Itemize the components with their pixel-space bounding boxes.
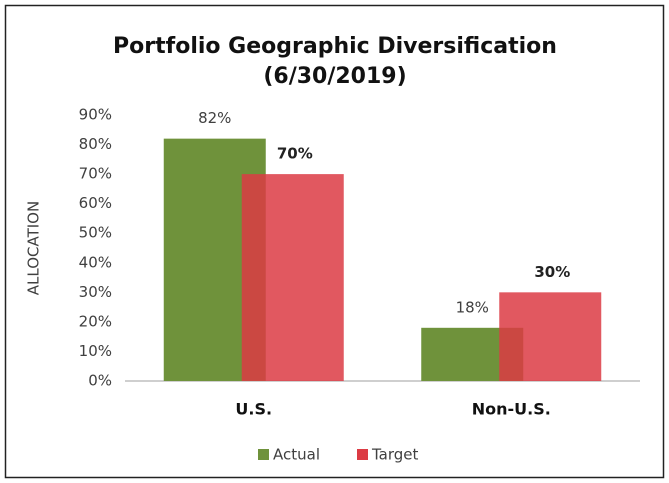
- legend-label: Target: [371, 446, 419, 464]
- legend-label: Actual: [273, 446, 320, 464]
- chart-title: (6/30/2019): [263, 64, 406, 89]
- y-tick-label: 30%: [79, 283, 112, 301]
- x-tick-label: Non-U.S.: [472, 400, 551, 419]
- chart-title: Portfolio Geographic Diversification: [113, 34, 557, 59]
- y-tick-label: 0%: [88, 372, 112, 390]
- data-label: 30%: [534, 263, 570, 281]
- legend-swatch: [258, 449, 269, 460]
- y-tick-label: 90%: [79, 106, 112, 124]
- y-axis-label: ALLOCATION: [25, 201, 43, 295]
- legend-swatch: [357, 449, 368, 460]
- y-tick-label: 80%: [79, 135, 112, 153]
- y-tick-label: 10%: [79, 342, 112, 360]
- y-tick-label: 20%: [79, 312, 112, 330]
- y-tick-label: 60%: [79, 194, 112, 212]
- bar: [241, 174, 344, 381]
- bar: [499, 292, 602, 381]
- x-tick-label: U.S.: [235, 400, 272, 419]
- y-tick-label: 50%: [79, 224, 112, 242]
- data-label: 82%: [198, 109, 231, 127]
- data-label: 18%: [456, 298, 489, 316]
- y-tick-label: 40%: [79, 253, 112, 271]
- y-tick-label: 70%: [79, 165, 112, 183]
- data-label: 70%: [277, 145, 313, 163]
